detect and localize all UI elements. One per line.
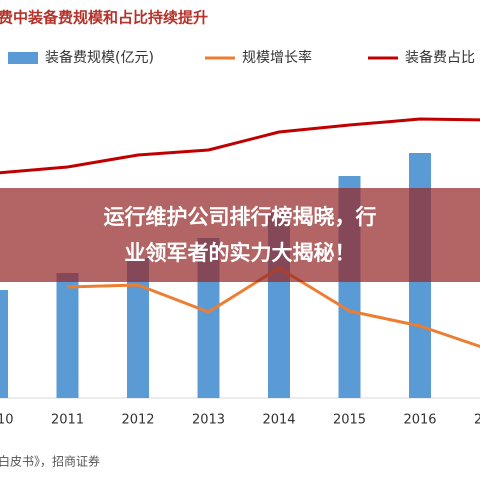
source: 白皮书》，招商证券 bbox=[0, 454, 100, 469]
x-tick-label: 2015 bbox=[333, 413, 366, 428]
x-tick-label: 2017 bbox=[474, 413, 480, 428]
legend-swatch bbox=[8, 52, 38, 64]
chart-title: 费中装备费规模和占比持续提升 bbox=[0, 9, 208, 27]
x-tick-label: 2016 bbox=[403, 413, 436, 428]
legend-label: 装备费占比 bbox=[405, 49, 475, 66]
legend-label: 装备费规模(亿元) bbox=[45, 49, 154, 66]
headline-line: 运行维护公司排行榜揭晓，行 bbox=[104, 205, 377, 229]
line bbox=[0, 117, 480, 175]
x-tick-label: 2012 bbox=[121, 413, 154, 428]
x-tick-label: 2010 bbox=[0, 413, 14, 428]
bar bbox=[0, 290, 8, 398]
bar bbox=[127, 258, 149, 398]
legend-label: 规模增长率 bbox=[242, 49, 312, 66]
headline-banner bbox=[0, 188, 480, 282]
x-tick-label: 2014 bbox=[262, 413, 295, 428]
x-tick-label: 2013 bbox=[192, 413, 225, 428]
x-tick-label: 2011 bbox=[51, 413, 84, 428]
bar bbox=[56, 273, 79, 398]
headline-line: 业领军者的实力大揭秘！ bbox=[125, 241, 356, 265]
